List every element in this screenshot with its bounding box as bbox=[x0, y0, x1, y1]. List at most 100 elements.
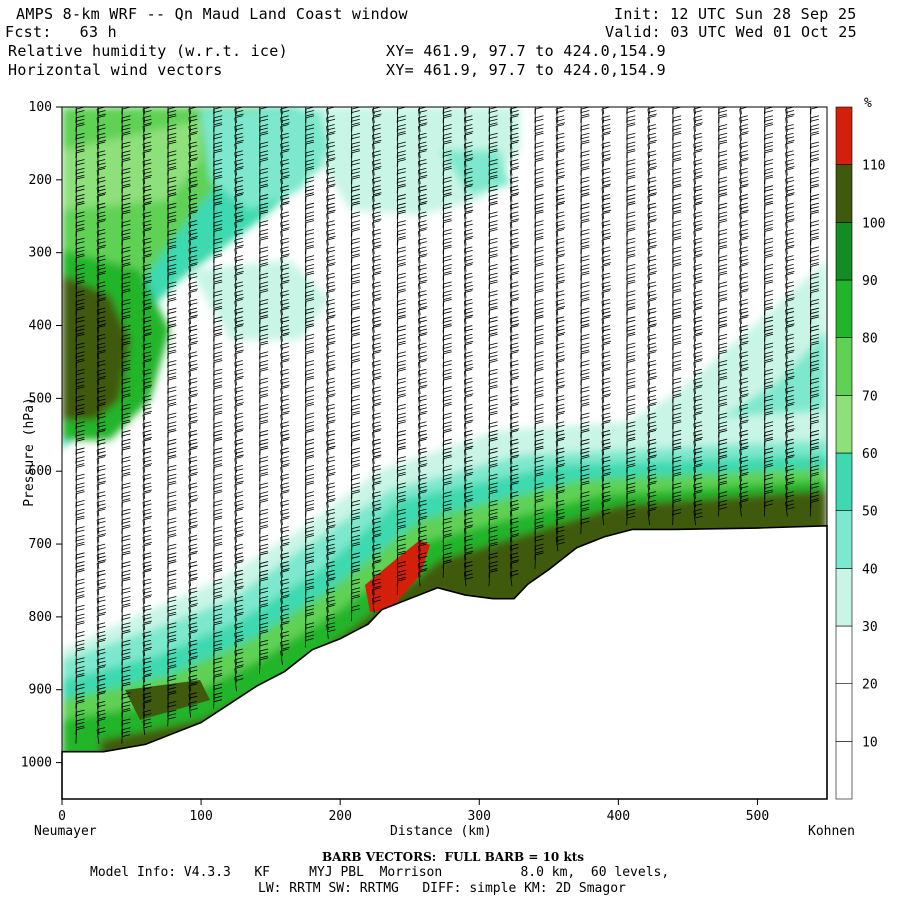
wind-barb bbox=[142, 351, 152, 368]
wind-barb bbox=[463, 386, 474, 403]
colorbar-swatch bbox=[835, 683, 853, 742]
wind-barb bbox=[188, 281, 198, 298]
wind-barb bbox=[280, 220, 290, 237]
wind-barb bbox=[417, 246, 428, 263]
wind-barb bbox=[121, 281, 131, 298]
wind-barb bbox=[672, 438, 682, 456]
wind-barb bbox=[601, 124, 611, 141]
wind-barb bbox=[188, 465, 198, 482]
wind-barb bbox=[555, 508, 566, 526]
wind-barb bbox=[280, 639, 290, 657]
wind-barb bbox=[372, 342, 382, 360]
y-tick-label: 1000 bbox=[21, 756, 52, 771]
wind-barb bbox=[234, 316, 244, 333]
wind-barb bbox=[96, 631, 107, 648]
wind-barb bbox=[555, 456, 566, 473]
wind-barbs bbox=[75, 107, 820, 744]
wind-barb bbox=[417, 272, 428, 290]
colorbar-label: 110 bbox=[862, 159, 885, 174]
wind-barb bbox=[626, 325, 636, 342]
wind-barb bbox=[280, 587, 290, 604]
wind-barb bbox=[463, 438, 474, 456]
wind-barb bbox=[188, 255, 198, 272]
colorbar-label: 20 bbox=[862, 678, 878, 693]
wind-barb bbox=[326, 124, 336, 141]
wind-barb bbox=[96, 316, 107, 333]
wind-barb bbox=[188, 517, 198, 534]
wind-barb bbox=[326, 596, 336, 613]
wind-barb bbox=[555, 403, 566, 421]
wind-barb bbox=[75, 613, 85, 631]
wind-barb bbox=[234, 185, 244, 202]
wind-barb bbox=[509, 132, 520, 150]
wind-barb bbox=[463, 229, 474, 246]
wind-barb bbox=[626, 508, 636, 526]
wind-barb bbox=[601, 176, 611, 194]
wind-barb bbox=[350, 325, 361, 342]
field-2-xy: XY= 461.9, 97.7 to 424.0,154.9 bbox=[386, 61, 666, 79]
wind-barb bbox=[580, 473, 590, 491]
wind-barb bbox=[96, 290, 107, 307]
wind-barb bbox=[509, 185, 520, 202]
wind-barb bbox=[534, 517, 544, 534]
wind-barb bbox=[417, 569, 427, 587]
wind-barb bbox=[534, 176, 544, 193]
wind-barb bbox=[142, 534, 152, 552]
wind-barb bbox=[234, 342, 244, 360]
wind-barb bbox=[234, 657, 244, 674]
wind-barb bbox=[234, 290, 244, 307]
y-tick-label: 900 bbox=[29, 683, 52, 698]
x-tick-label: 200 bbox=[328, 809, 351, 824]
wind-barb bbox=[601, 508, 611, 526]
wind-barb bbox=[463, 412, 474, 430]
wind-barb bbox=[75, 325, 85, 342]
wind-barb bbox=[647, 290, 657, 307]
wind-barb bbox=[326, 622, 336, 639]
wind-barb bbox=[234, 473, 244, 491]
wind-barb bbox=[463, 281, 474, 298]
wind-barb bbox=[121, 307, 131, 325]
wind-barb bbox=[647, 159, 657, 176]
wind-barb bbox=[372, 368, 382, 386]
wind-barb bbox=[693, 167, 703, 185]
wind-barb bbox=[142, 639, 152, 657]
wind-barb bbox=[142, 298, 152, 316]
wind-barb bbox=[509, 290, 520, 307]
x-tick-label: 0 bbox=[58, 809, 66, 824]
wind-barb bbox=[488, 246, 498, 263]
wind-barb bbox=[509, 473, 520, 491]
wind-barb bbox=[167, 290, 177, 307]
wind-barb bbox=[463, 517, 474, 534]
wind-barb bbox=[188, 622, 198, 639]
wind-barb bbox=[372, 237, 382, 255]
wind-barb bbox=[626, 377, 636, 395]
wind-barb bbox=[121, 674, 131, 692]
wind-barb bbox=[75, 377, 85, 395]
wind-barb bbox=[326, 412, 336, 430]
wind-barb bbox=[372, 316, 382, 333]
wind-barb bbox=[121, 727, 131, 744]
wind-barb bbox=[142, 430, 152, 447]
wind-barb bbox=[601, 412, 611, 430]
rh-band-70-top bbox=[62, 120, 200, 210]
wind-barb bbox=[234, 132, 244, 150]
wind-barb bbox=[555, 246, 566, 263]
wind-barb bbox=[372, 526, 382, 543]
wind-barb bbox=[188, 150, 198, 167]
barb-legend: BARB VECTORS: FULL BARB = 10 kts bbox=[322, 850, 585, 864]
wind-barb bbox=[96, 447, 107, 464]
forecast-hour: Fcst: 63 h bbox=[5, 23, 117, 41]
wind-barb bbox=[509, 447, 520, 464]
model-info-line-2: LW: RRTM SW: RRTMG DIFF: simple KM: 2D S… bbox=[258, 881, 626, 896]
wind-barb bbox=[417, 167, 428, 185]
wind-barb bbox=[96, 578, 107, 596]
wind-barb bbox=[96, 526, 107, 543]
wind-barb bbox=[463, 255, 474, 272]
wind-barb bbox=[509, 342, 520, 360]
colorbar-swatch bbox=[835, 568, 853, 627]
wind-barb bbox=[234, 674, 244, 692]
rh-core-100 bbox=[62, 275, 130, 420]
wind-barb bbox=[234, 159, 244, 176]
wind-barb bbox=[601, 307, 611, 325]
wind-barb bbox=[326, 255, 336, 272]
